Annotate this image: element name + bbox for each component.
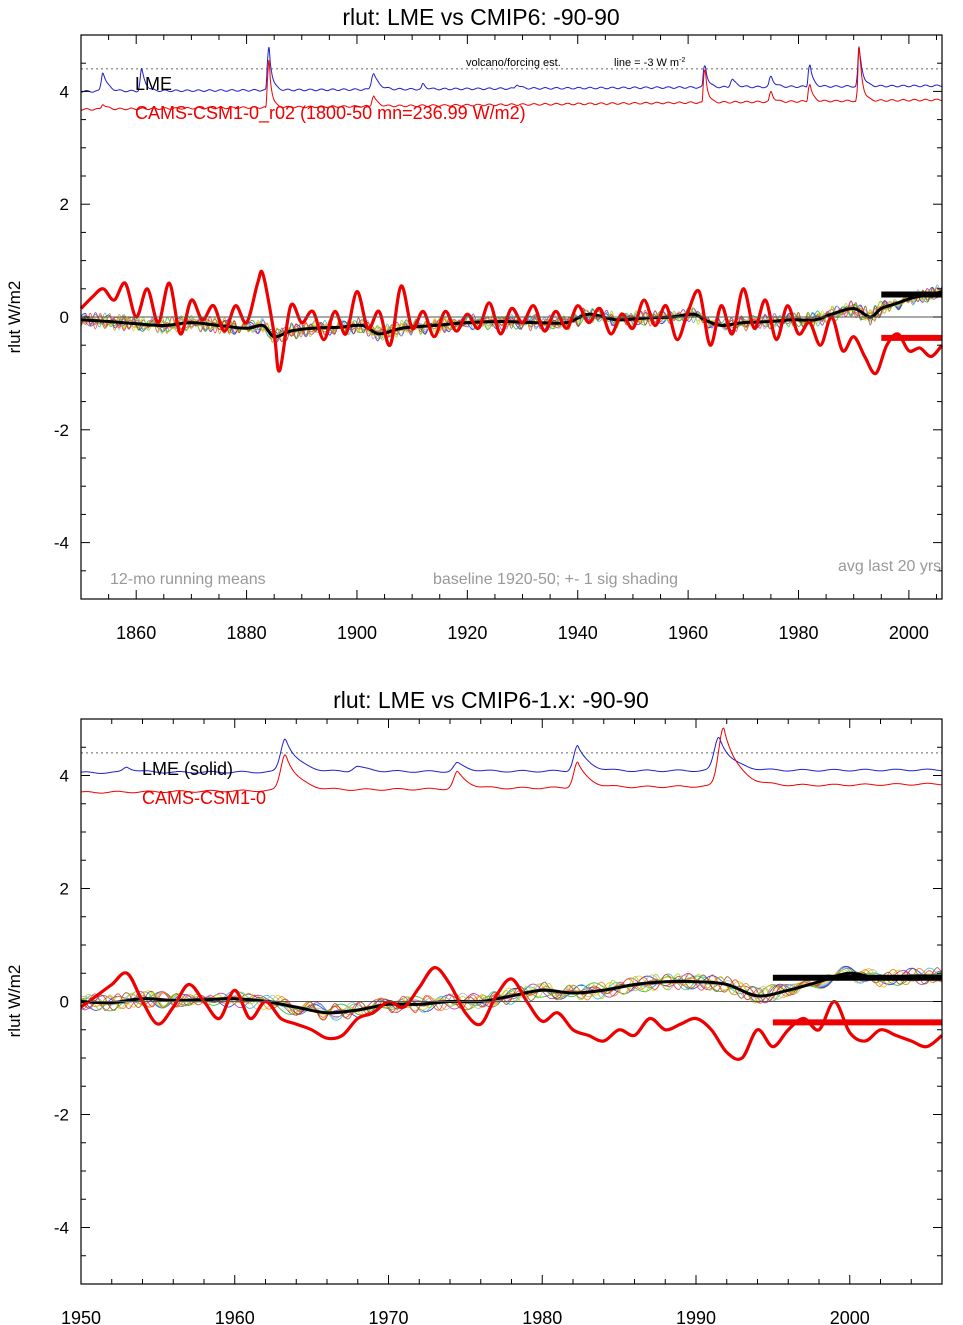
panel-top-forcing xyxy=(80,46,943,111)
panel-top-ylabel: rlut W/m2 xyxy=(5,281,24,354)
panel-bottom: rlut: LME vs CMIP6-1.x: -90-90 rlut W/m2… xyxy=(5,687,944,1325)
panel-bottom-forcing xyxy=(80,727,943,794)
panel-top-baseline-note: baseline 1920-50; +- 1 sig shading xyxy=(433,571,678,588)
panel-bottom-xtick-label: 1950 xyxy=(61,1308,101,1325)
panel-bottom-series-cams-line xyxy=(80,966,944,1061)
panel-bottom-xtick-label: 1970 xyxy=(368,1308,408,1325)
panel-top-xtick-label: 1940 xyxy=(558,623,598,643)
panel-top-legend-lme: LME xyxy=(135,74,172,94)
panel-top-line-note-main: line = -3 W m xyxy=(614,57,679,69)
panel-top-running-mean-note: 12-mo running means xyxy=(110,571,266,588)
panel-top-xtick-label: 1860 xyxy=(116,623,156,643)
panel-top-ensemble-line xyxy=(80,289,943,343)
panel-top-line-note-sup: -2 xyxy=(679,57,685,64)
panel-bottom-series xyxy=(80,966,944,1061)
panel-bottom-ensemble-line xyxy=(80,967,943,1020)
panel-bottom-ylabel: rlut W/m2 xyxy=(5,965,24,1038)
panel-top-xtick-label: 1980 xyxy=(778,623,818,643)
panel-top-ytick-label: -2 xyxy=(54,421,69,440)
panel-bottom-series-lme-line xyxy=(80,971,943,1015)
panel-top-title: rlut: LME vs CMIP6: -90-90 xyxy=(342,4,619,30)
panel-top-xtick-label: 1960 xyxy=(668,623,708,643)
panel-top-ytick-label: 0 xyxy=(60,308,69,327)
panel-top-ytick-label: -4 xyxy=(54,534,69,553)
panel-top-line-note: line = -3 W m-2 xyxy=(614,57,685,69)
panel-bottom-ytick-label: -4 xyxy=(54,1219,69,1238)
panel-bottom-xtick-label: 1990 xyxy=(676,1308,716,1325)
panel-top-volcano-note: volcano/forcing est. xyxy=(466,57,561,69)
panel-top-ensemble-line xyxy=(80,286,943,338)
panel-bottom-ytick-label: -2 xyxy=(54,1106,69,1125)
panel-top-series-lme-line xyxy=(80,290,943,339)
panel-top-axes: -4 -2 0 2 4 1860 1880 1900 1920 1940 1960 1980 2000 xyxy=(54,34,943,643)
panel-bottom-ytick-label: 0 xyxy=(60,993,69,1012)
panel-bottom-legend-cams: CAMS-CSM1-0 xyxy=(142,788,266,808)
panel-bottom-axes: -4 -2 0 2 4 1950 1960 1970 1980 1990 2000 xyxy=(54,718,943,1325)
panel-bottom-xtick-label: 1980 xyxy=(522,1308,562,1325)
panel-top-xtick-label: 1880 xyxy=(227,623,267,643)
panel-top-xtick-label: 1920 xyxy=(447,623,487,643)
panel-bottom-xtick-label: 2000 xyxy=(830,1308,870,1325)
panel-bottom-forcing-lme-curve xyxy=(80,736,943,775)
panel-bottom-ytick-label: 2 xyxy=(60,880,69,899)
panel-top-forcing-lme-curve xyxy=(80,46,943,93)
panel-top-legend-cams: CAMS-CSM1-0_r02 (1800-50 mn=236.99 W/m2) xyxy=(135,103,526,124)
panel-bottom-ytick-label: 4 xyxy=(60,767,69,786)
panel-top-series-cams-line xyxy=(79,269,944,376)
panel-top-xtick-label: 1900 xyxy=(337,623,377,643)
panel-bottom-legend-lme: LME (solid) xyxy=(142,759,233,779)
panel-top-avg-note: avg last 20 yrs xyxy=(838,558,941,575)
panel-top-ensemble-line xyxy=(80,287,943,341)
panel-top-ensemble xyxy=(80,284,943,343)
panel-bottom-title: rlut: LME vs CMIP6-1.x: -90-90 xyxy=(333,687,649,713)
panel-top-ytick-label: 4 xyxy=(60,82,69,101)
panel-bottom-forcing-cams-curve xyxy=(80,727,943,794)
panel-top-ytick-label: 2 xyxy=(60,195,69,214)
panel-top: rlut: LME vs CMIP6: -90-90 rlut W/m2 -4-… xyxy=(5,4,944,643)
panel-top-xtick-label: 2000 xyxy=(889,623,929,643)
panel-top-forcing-cams-curve xyxy=(80,46,943,111)
panel-bottom-xtick-label: 1960 xyxy=(215,1308,255,1325)
panel-top-series xyxy=(79,269,944,376)
